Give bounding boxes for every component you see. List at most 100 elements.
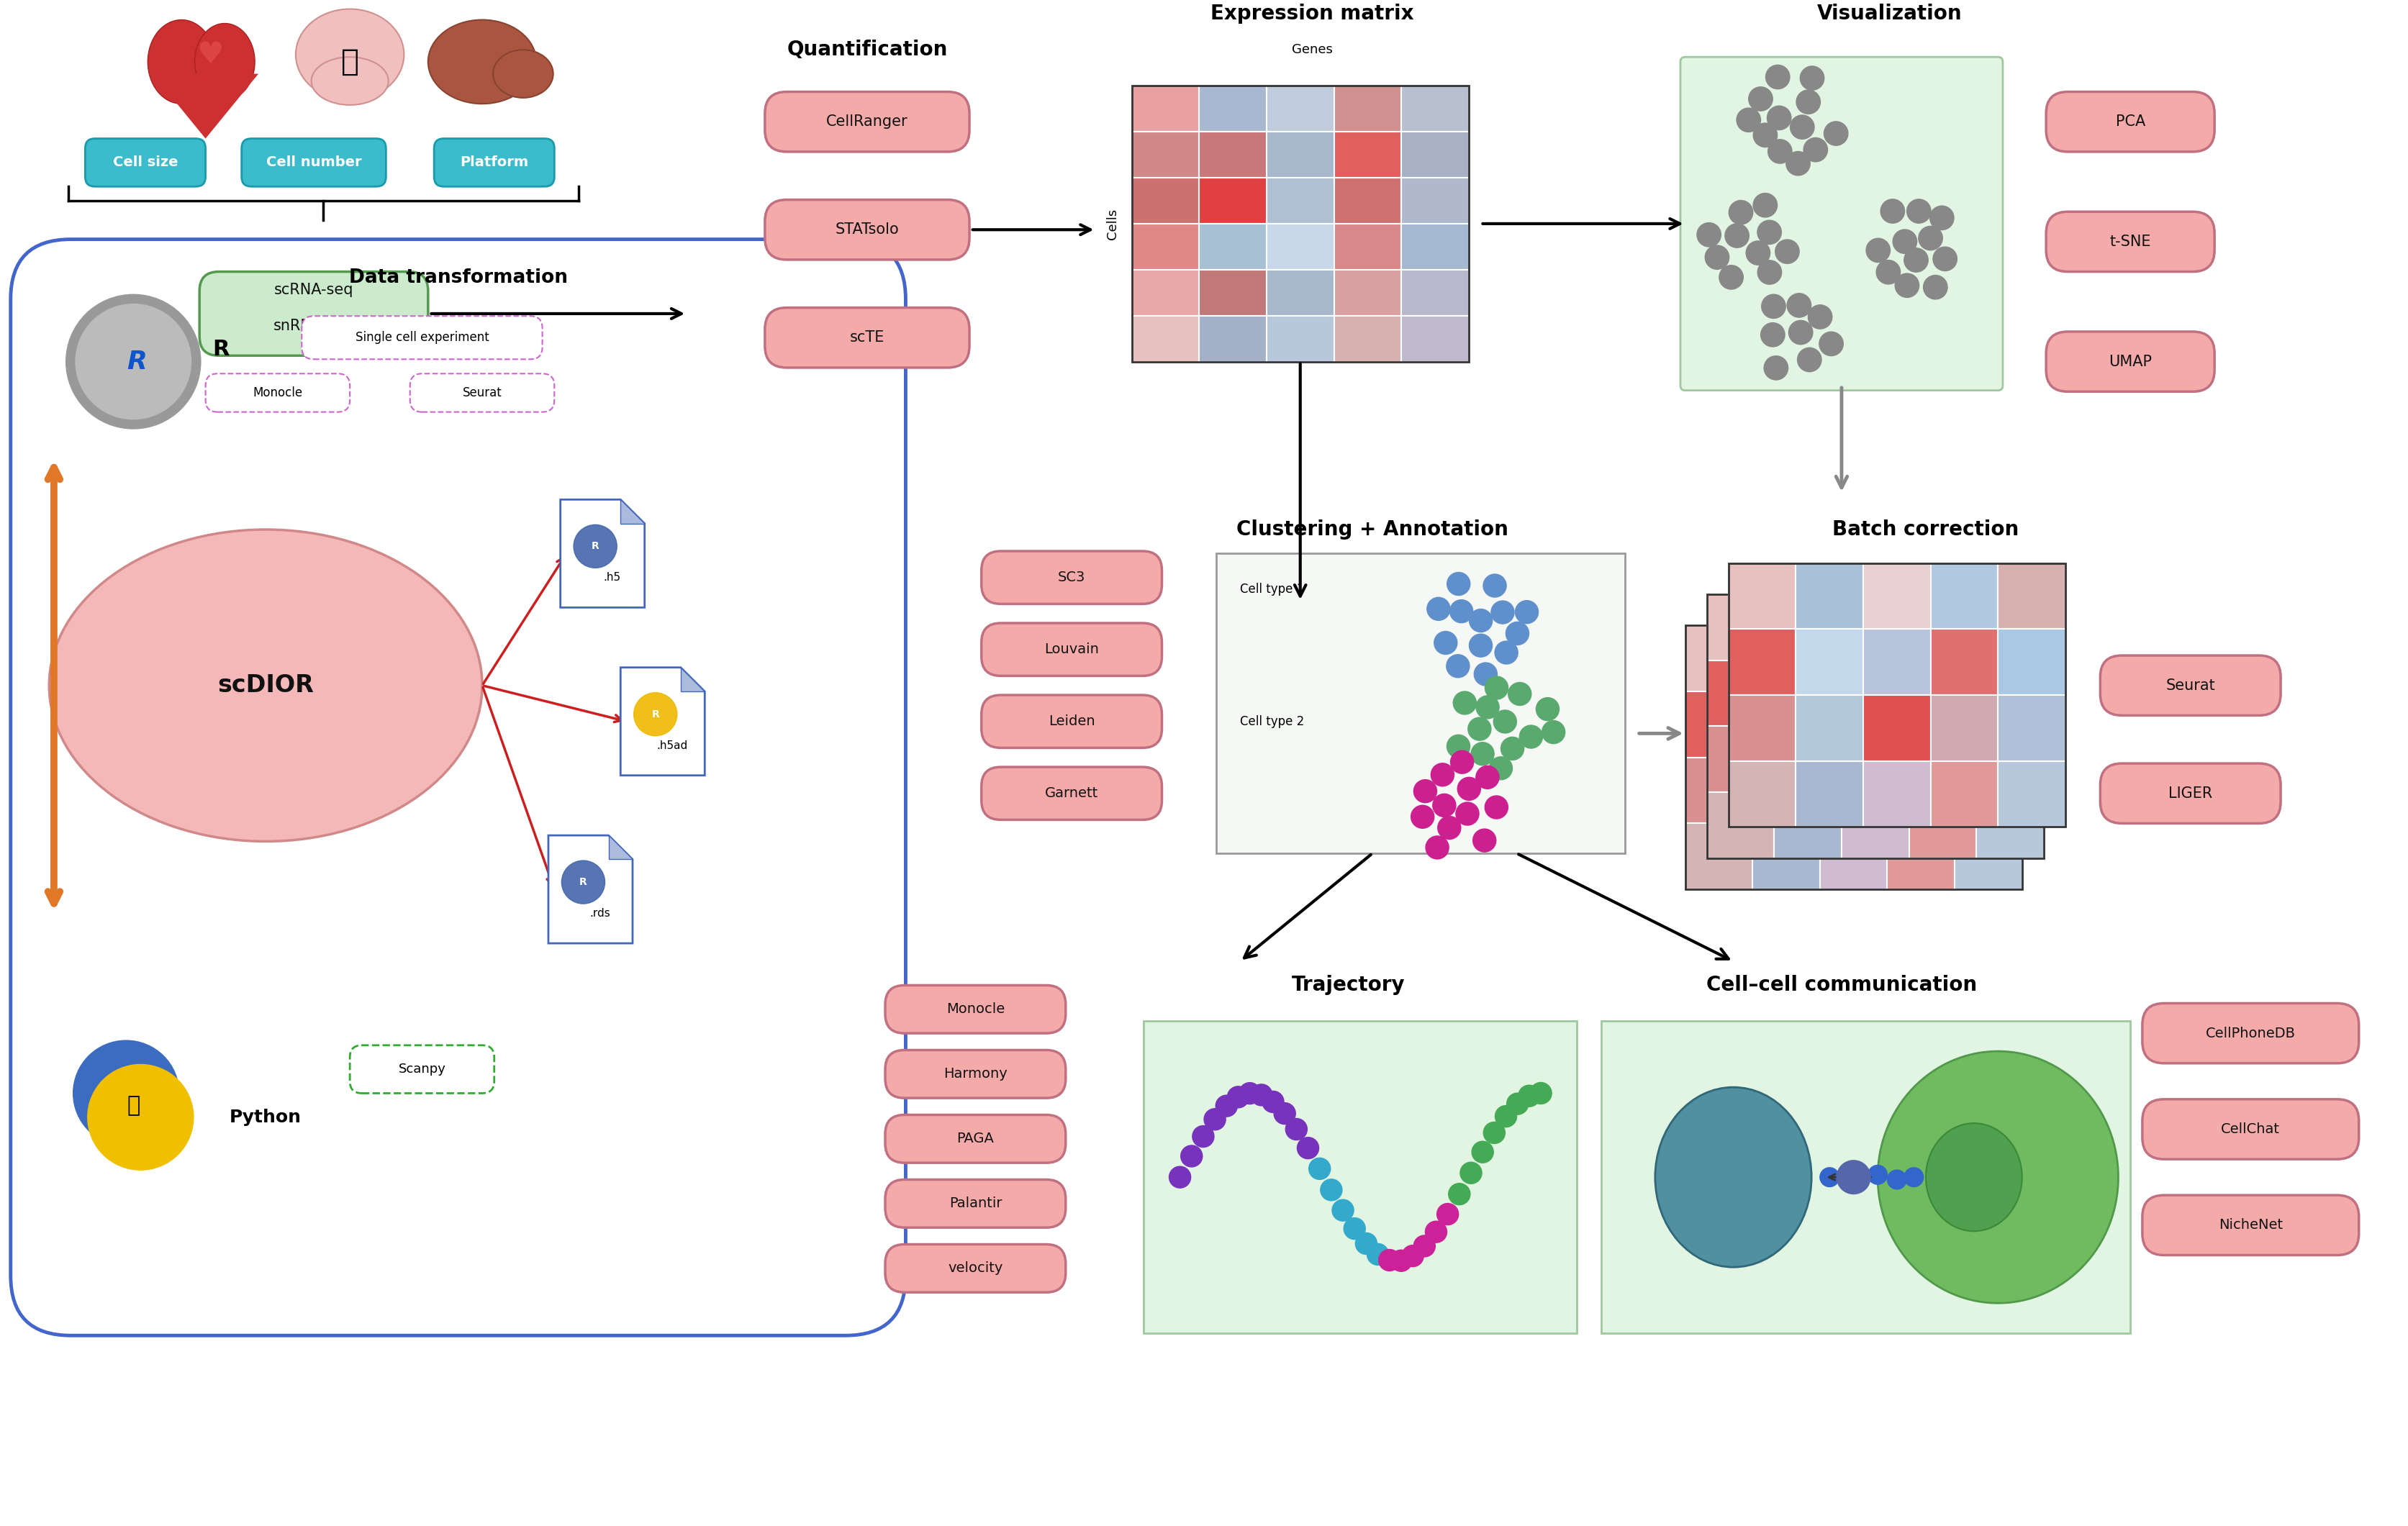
Polygon shape bbox=[681, 667, 706, 691]
Circle shape bbox=[1519, 1085, 1541, 1106]
Bar bbox=[1132, 177, 1199, 224]
Bar bbox=[1753, 757, 1820, 824]
Bar bbox=[1334, 85, 1401, 131]
Bar bbox=[1729, 629, 1796, 694]
Circle shape bbox=[1763, 295, 1787, 319]
Circle shape bbox=[1495, 1105, 1517, 1128]
Bar bbox=[1132, 224, 1199, 270]
Circle shape bbox=[1368, 1244, 1389, 1265]
Bar bbox=[1796, 563, 1864, 629]
Text: NicheNet: NicheNet bbox=[2218, 1218, 2283, 1231]
Text: Seurat: Seurat bbox=[462, 386, 501, 400]
Circle shape bbox=[1401, 1245, 1423, 1267]
FancyBboxPatch shape bbox=[301, 316, 542, 359]
Text: Garnett: Garnett bbox=[1045, 786, 1098, 800]
Bar bbox=[1842, 661, 1910, 726]
Bar bbox=[1267, 177, 1334, 224]
Circle shape bbox=[1724, 224, 1748, 247]
Circle shape bbox=[1452, 691, 1476, 714]
Circle shape bbox=[1849, 1172, 1869, 1192]
Circle shape bbox=[1447, 572, 1471, 595]
Text: Clustering + Annotation: Clustering + Annotation bbox=[1235, 519, 1507, 540]
Circle shape bbox=[1486, 676, 1507, 699]
Circle shape bbox=[1505, 623, 1529, 645]
Circle shape bbox=[75, 304, 190, 420]
Circle shape bbox=[1413, 1236, 1435, 1257]
FancyBboxPatch shape bbox=[2100, 763, 2280, 824]
Circle shape bbox=[1767, 139, 1792, 163]
Circle shape bbox=[1495, 641, 1517, 664]
Text: .h5: .h5 bbox=[604, 572, 621, 583]
Text: Expression matrix: Expression matrix bbox=[1211, 3, 1413, 24]
FancyBboxPatch shape bbox=[2143, 1195, 2360, 1256]
Bar bbox=[1401, 85, 1469, 131]
Circle shape bbox=[1450, 600, 1474, 623]
Bar bbox=[1199, 224, 1267, 270]
Text: Cell type 2: Cell type 2 bbox=[1240, 716, 1305, 728]
Text: Batch correction: Batch correction bbox=[1832, 519, 2018, 540]
Circle shape bbox=[1438, 1204, 1459, 1225]
FancyBboxPatch shape bbox=[982, 694, 1163, 748]
FancyBboxPatch shape bbox=[886, 986, 1067, 1033]
Circle shape bbox=[1457, 803, 1479, 826]
Circle shape bbox=[1356, 1233, 1377, 1254]
Circle shape bbox=[1758, 261, 1782, 284]
Circle shape bbox=[1719, 266, 1743, 290]
Circle shape bbox=[1866, 238, 1890, 262]
Circle shape bbox=[1474, 662, 1498, 685]
Circle shape bbox=[1789, 114, 1813, 139]
Circle shape bbox=[1459, 1163, 1481, 1184]
Text: Cell number: Cell number bbox=[265, 156, 361, 169]
Bar bbox=[1931, 629, 1999, 694]
Bar bbox=[1796, 761, 1864, 827]
Bar bbox=[1931, 563, 1999, 629]
Bar bbox=[1864, 694, 1931, 761]
Circle shape bbox=[1430, 763, 1454, 786]
Circle shape bbox=[1698, 223, 1722, 247]
FancyBboxPatch shape bbox=[2143, 1003, 2360, 1064]
Circle shape bbox=[1746, 241, 1770, 266]
Circle shape bbox=[1486, 795, 1507, 819]
Circle shape bbox=[1787, 151, 1811, 175]
Bar bbox=[1267, 270, 1334, 316]
Circle shape bbox=[1748, 87, 1772, 111]
FancyBboxPatch shape bbox=[766, 92, 970, 151]
FancyBboxPatch shape bbox=[982, 623, 1163, 676]
FancyBboxPatch shape bbox=[200, 272, 429, 356]
Bar bbox=[1132, 85, 1199, 131]
Circle shape bbox=[1474, 829, 1495, 852]
Circle shape bbox=[1775, 240, 1799, 264]
Text: Seurat: Seurat bbox=[2165, 678, 2215, 693]
Text: UMAP: UMAP bbox=[2109, 354, 2153, 369]
Text: R: R bbox=[580, 877, 588, 887]
Bar bbox=[1977, 661, 2044, 726]
Bar bbox=[1729, 563, 2066, 827]
Bar bbox=[1842, 792, 1910, 858]
Circle shape bbox=[1801, 66, 1825, 90]
FancyBboxPatch shape bbox=[241, 139, 385, 186]
Bar bbox=[1401, 177, 1469, 224]
Circle shape bbox=[1808, 305, 1832, 330]
Ellipse shape bbox=[1878, 1051, 2119, 1303]
Text: Cells: Cells bbox=[1105, 208, 1120, 240]
FancyBboxPatch shape bbox=[766, 308, 970, 368]
Circle shape bbox=[1767, 105, 1792, 130]
Text: Data transformation: Data transformation bbox=[349, 269, 568, 287]
FancyBboxPatch shape bbox=[2100, 656, 2280, 716]
Circle shape bbox=[1428, 597, 1450, 621]
Bar bbox=[1999, 694, 2066, 761]
Bar bbox=[1686, 757, 1753, 824]
Bar bbox=[1977, 594, 2044, 661]
Circle shape bbox=[1469, 633, 1493, 658]
Circle shape bbox=[1262, 1091, 1283, 1112]
Bar bbox=[1999, 629, 2066, 694]
Bar bbox=[1132, 316, 1199, 362]
Circle shape bbox=[1796, 90, 1820, 114]
Circle shape bbox=[1438, 816, 1462, 839]
Circle shape bbox=[1447, 655, 1469, 678]
Text: Quantification: Quantification bbox=[787, 40, 946, 60]
Bar bbox=[1820, 626, 1888, 691]
Text: R: R bbox=[592, 542, 600, 551]
Bar bbox=[1729, 761, 1796, 827]
Bar bbox=[1977, 726, 2044, 792]
